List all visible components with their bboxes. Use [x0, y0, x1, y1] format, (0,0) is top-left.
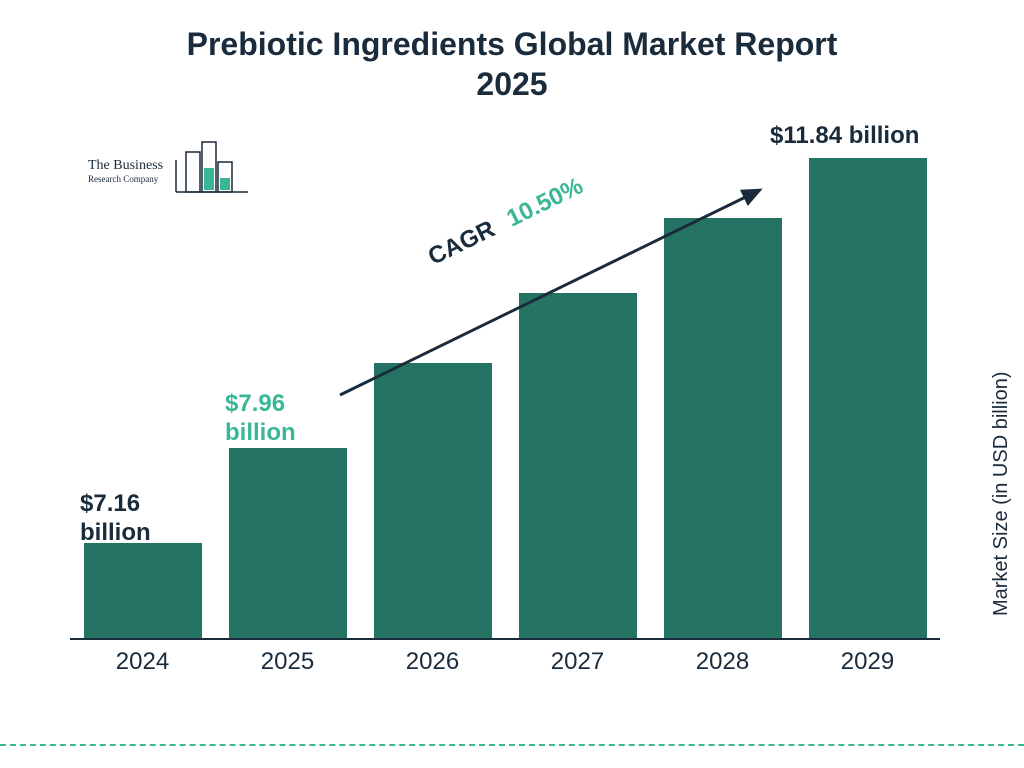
bar-wrapper-2024 [78, 543, 208, 638]
x-label-3: 2027 [513, 648, 643, 676]
title-line-2: 2025 [476, 66, 547, 102]
bar-2024 [84, 543, 202, 638]
bar-wrapper-2029 [803, 158, 933, 638]
bar-2028 [664, 218, 782, 638]
bar-wrapper-2026 [368, 363, 498, 638]
chart-title: Prebiotic Ingredients Global Market Repo… [0, 0, 1024, 104]
bottom-dashed-line [0, 744, 1024, 746]
bar-wrapper-2027 [513, 293, 643, 638]
value-2025-amount: $7.96 [225, 390, 285, 417]
x-label-0: 2024 [78, 648, 208, 676]
bar-2026 [374, 363, 492, 638]
x-axis-labels: 2024 2025 2026 2027 2028 2029 [70, 640, 940, 680]
value-label-2029: $11.84 billion [770, 122, 919, 151]
chart-area: 2024 2025 2026 2027 2028 2029 [70, 120, 940, 680]
bar-wrapper-2025 [223, 448, 353, 638]
x-label-2: 2026 [368, 648, 498, 676]
bar-wrapper-2028 [658, 218, 788, 638]
value-2025-unit: billion [225, 419, 296, 446]
x-label-5: 2029 [803, 648, 933, 676]
x-label-1: 2025 [223, 648, 353, 676]
value-label-2024: $7.16 billion [80, 490, 151, 548]
title-line-1: Prebiotic Ingredients Global Market Repo… [187, 26, 838, 62]
value-label-2025: $7.96 billion [225, 390, 296, 448]
bars-container [70, 120, 940, 640]
value-2024-unit: billion [80, 519, 151, 546]
value-2024-amount: $7.16 [80, 490, 140, 517]
y-axis-label: Market Size (in USD billion) [991, 372, 1014, 617]
x-label-4: 2028 [658, 648, 788, 676]
bar-2025 [229, 448, 347, 638]
bar-2029 [809, 158, 927, 638]
bar-2027 [519, 293, 637, 638]
value-2029-text: $11.84 billion [770, 122, 919, 149]
